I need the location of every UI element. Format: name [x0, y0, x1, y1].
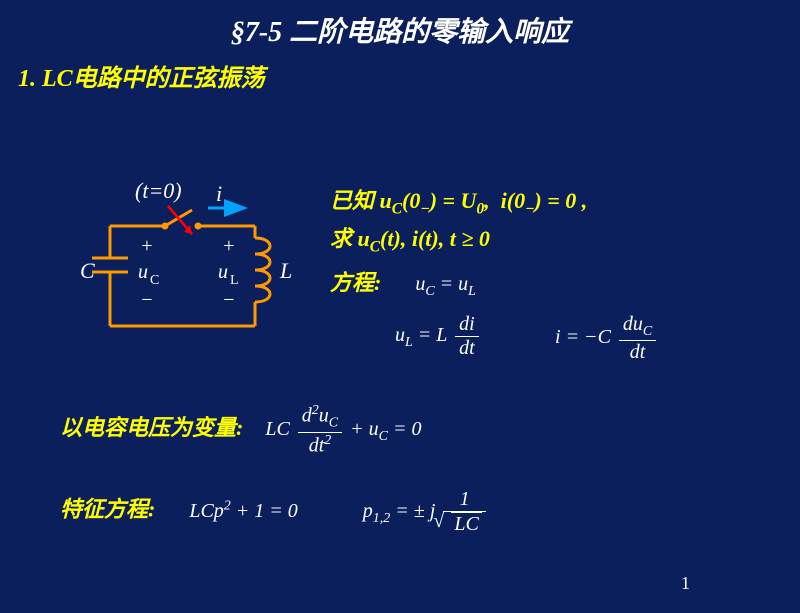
- eq3: i = −C duC dt: [555, 313, 659, 364]
- page-number: 1: [681, 573, 690, 594]
- svg-text:−: −: [222, 289, 236, 311]
- eq2: uL = L di dt: [395, 313, 482, 360]
- svg-text:−: −: [140, 289, 154, 311]
- eq-label-3: 特征方程:: [60, 497, 155, 522]
- svg-text:u: u: [218, 261, 228, 283]
- svg-text:+: +: [140, 235, 154, 257]
- given-expr: uC(0−) = U0, i(0−) = 0 ,: [380, 188, 588, 213]
- circuit-diagram: + + u C u L − − C L: [80, 198, 310, 368]
- slide-title: §7-5 二阶电路的零输入响应: [0, 0, 800, 50]
- find-line: 求 uC(t), i(t), t ≥ 0: [330, 221, 490, 256]
- eq1: uC = uL: [415, 273, 476, 295]
- eq5: LCp2 + 1 = 0: [189, 500, 302, 522]
- svg-text:C: C: [80, 258, 95, 283]
- eq-block-3: 特征方程: LCp2 + 1 = 0 p1,2 = ± j 1 √ LC: [60, 488, 489, 536]
- content-area: (t=0) i + + u: [0, 93, 800, 613]
- svg-text:+: +: [222, 235, 236, 257]
- find-expr: uC(t), i(t), t ≥ 0: [358, 226, 490, 251]
- given-prefix: 已知: [330, 188, 374, 213]
- eq-block-2: 以电容电压为变量: LC d2uC dt2 + uC = 0: [60, 403, 421, 457]
- heading-text: 1. LC电路中的正弦振荡: [18, 66, 265, 92]
- svg-text:C: C: [150, 273, 159, 288]
- find-prefix: 求: [330, 226, 352, 251]
- eq4: LC d2uC dt2 + uC = 0: [265, 418, 421, 440]
- eq-block-1: 方程: uC = uL: [330, 265, 476, 300]
- svg-text:L: L: [230, 273, 239, 288]
- svg-text:u: u: [138, 261, 148, 283]
- eq-label-2: 以电容电压为变量:: [60, 415, 243, 440]
- eq-label-1: 方程:: [330, 270, 381, 295]
- given-line: 已知 uC(0−) = U0, i(0−) = 0 ,: [330, 183, 587, 218]
- svg-text:L: L: [279, 258, 292, 283]
- eq6: p1,2 = ± j 1 √ LC: [363, 500, 489, 522]
- section-heading: 1. LC电路中的正弦振荡: [0, 50, 800, 93]
